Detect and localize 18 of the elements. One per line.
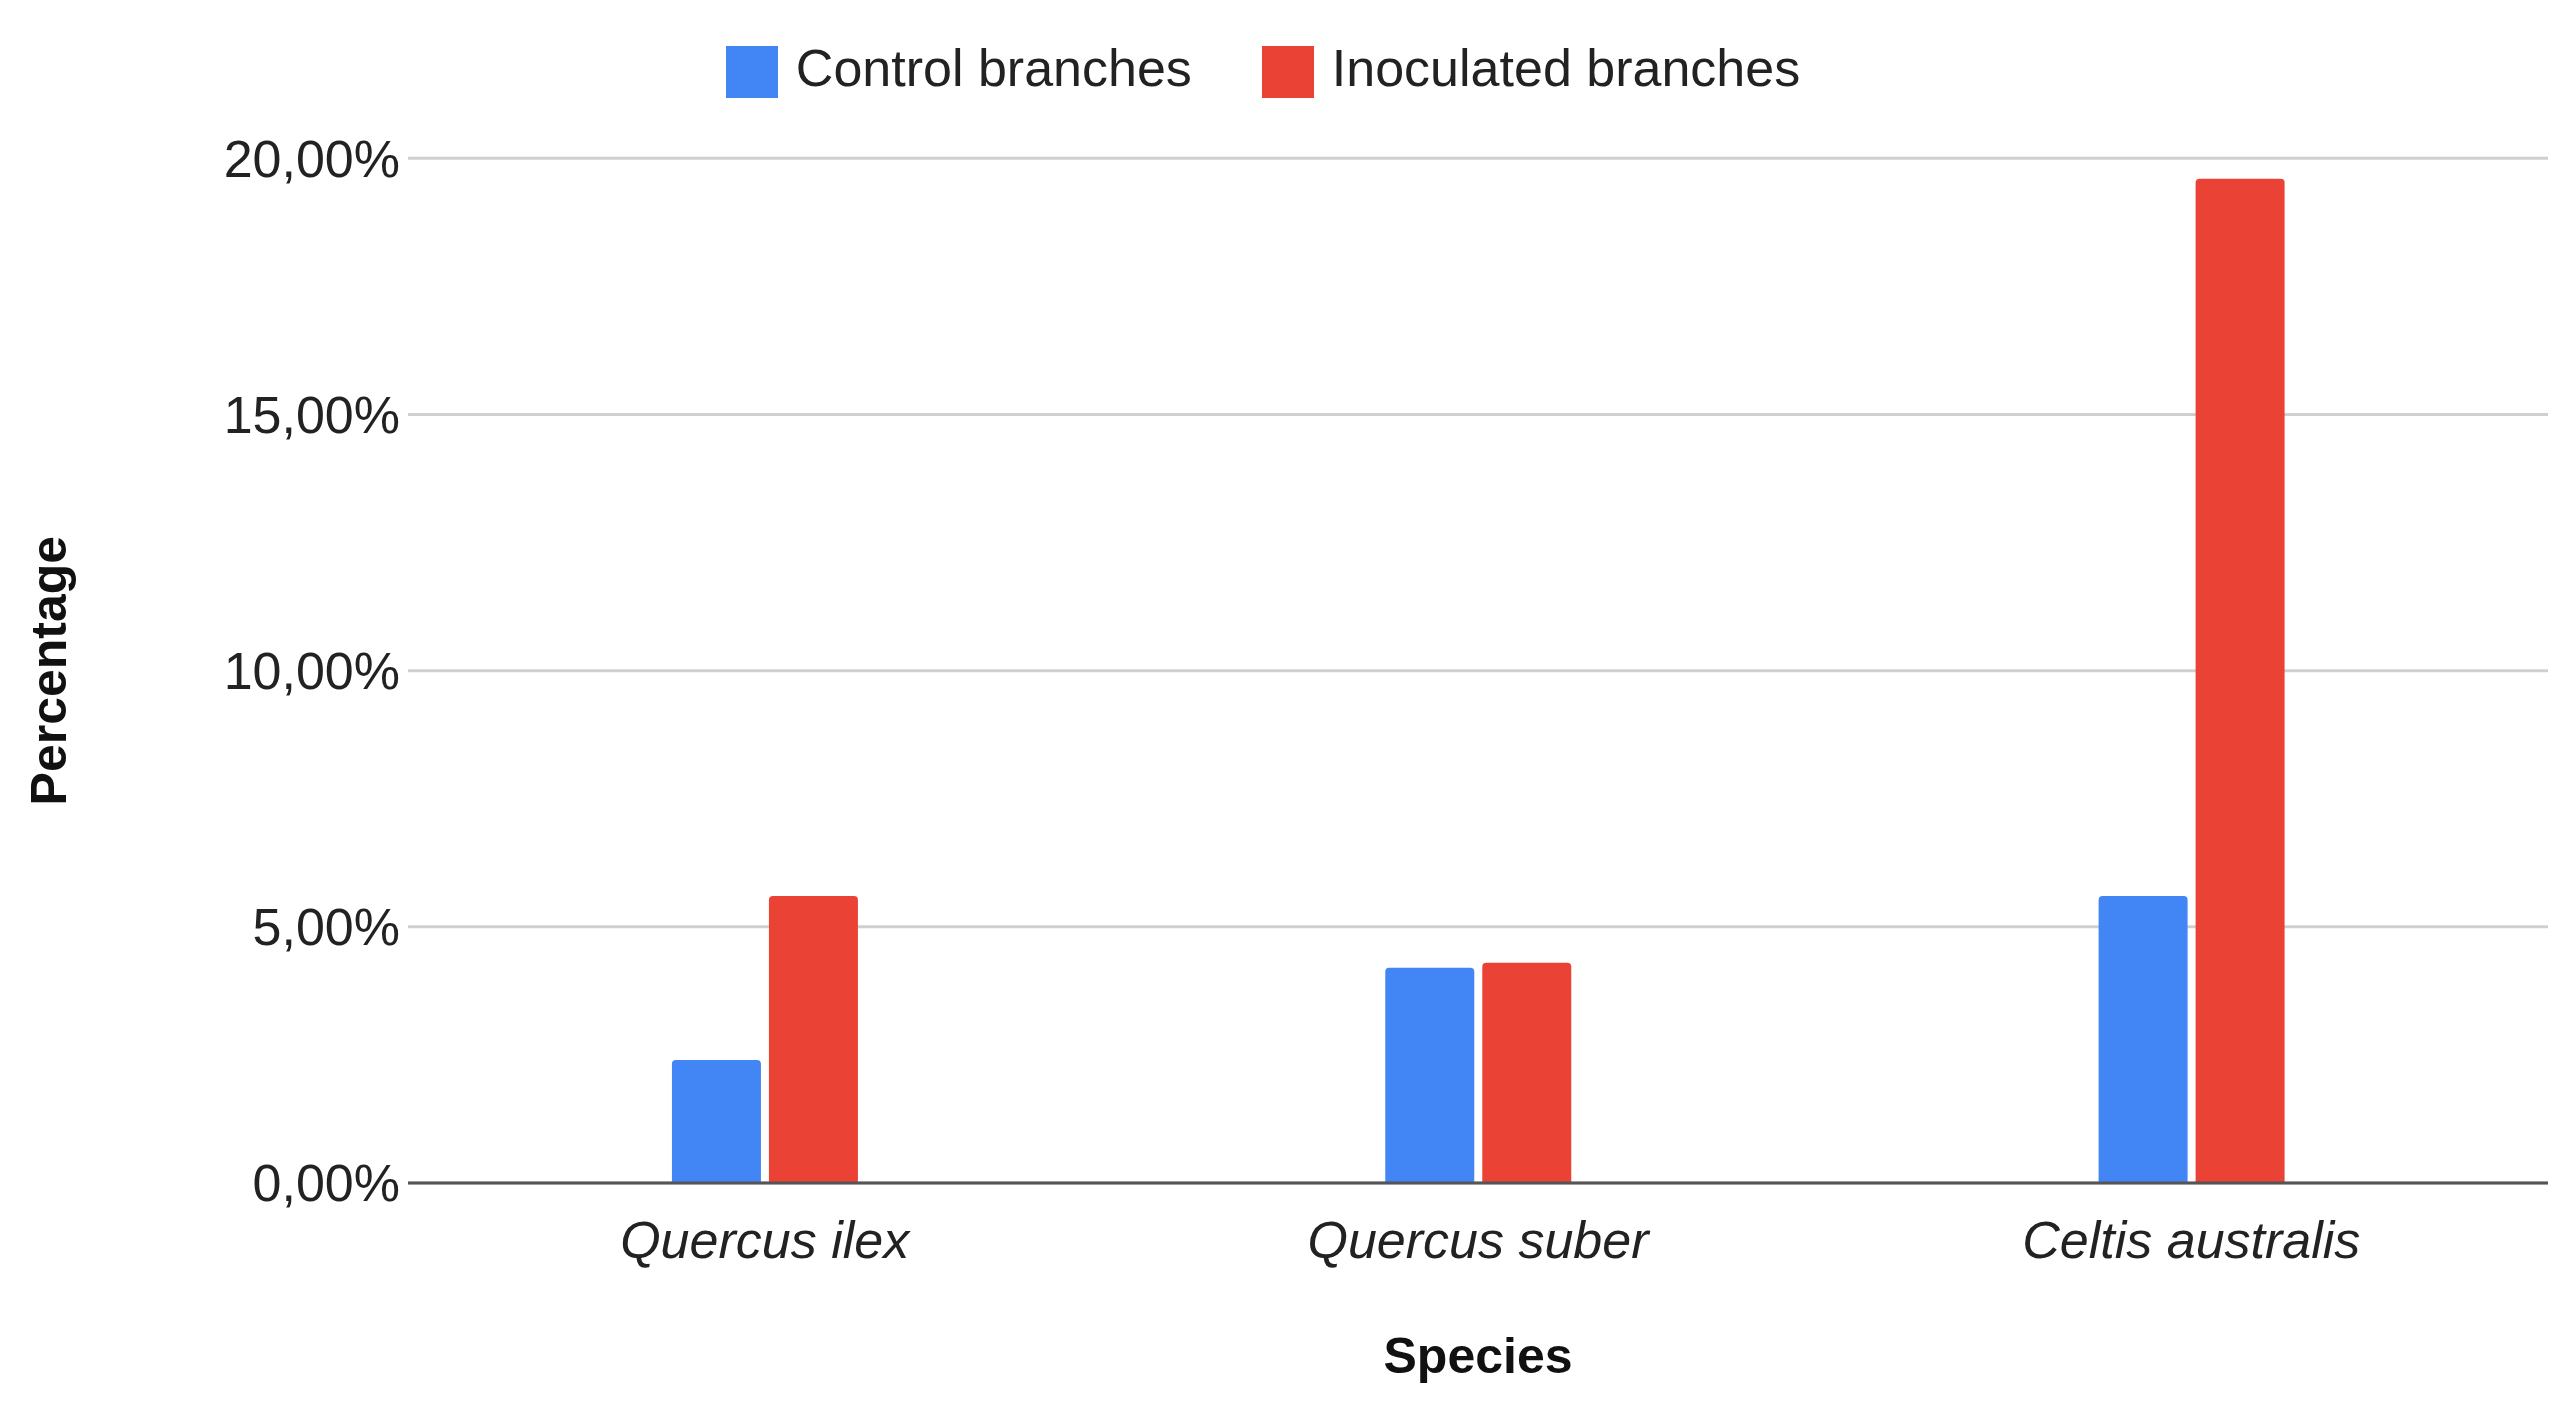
y-axis-title: Percentage (20, 535, 77, 806)
x-tick-label: Quercus ilex (620, 1210, 912, 1269)
x-tick-label: Celtis australis (2022, 1210, 2361, 1269)
bar (2098, 896, 2188, 1183)
x-axis-title: Species (1383, 1328, 1573, 1384)
bar (768, 896, 858, 1183)
y-tick-label: 0,00% (252, 1154, 400, 1213)
x-tick-label: Quercus suber (1307, 1210, 1652, 1269)
y-tick-label: 15,00% (223, 385, 400, 444)
bar (1385, 967, 1475, 1183)
y-tick-label: 5,00% (252, 898, 400, 957)
bar (1482, 962, 1572, 1183)
legend-label: Control branches (795, 39, 1192, 97)
y-tick-label: 20,00% (223, 129, 400, 188)
bar (2195, 178, 2285, 1183)
y-tick-label: 10,00% (223, 642, 400, 701)
bar (671, 1060, 761, 1183)
legend-label: Inoculated branches (1331, 39, 1801, 97)
